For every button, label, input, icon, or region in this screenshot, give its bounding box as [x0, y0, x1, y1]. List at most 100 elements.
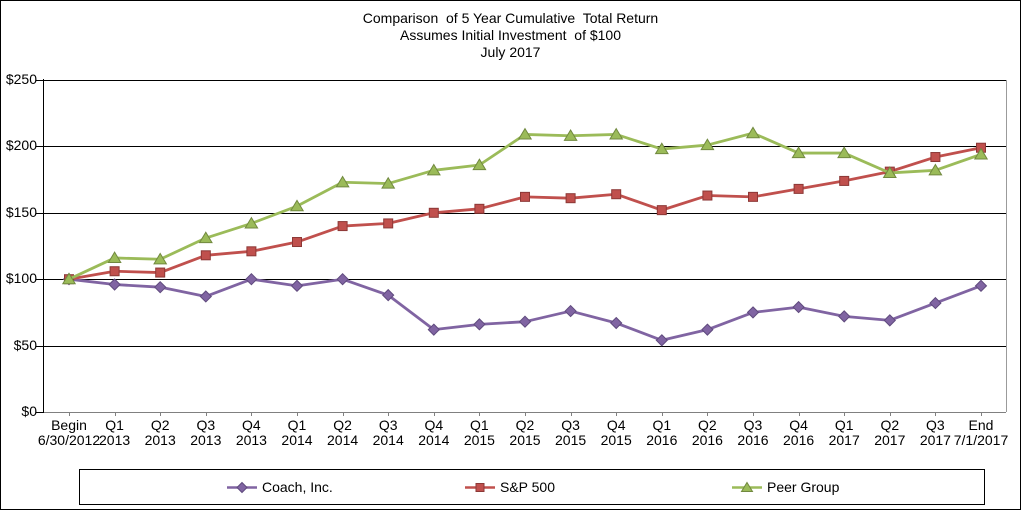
x-axis-label: Q2 2017 — [848, 418, 932, 448]
series-line-coach-inc — [67, 277, 983, 342]
x-axis-label: Q3 2017 — [893, 418, 977, 448]
x-axis-label-line: 2016 — [691, 432, 723, 448]
x-axis-label-line: 2015 — [509, 432, 541, 448]
x-axis-label: Q2 2016 — [665, 418, 749, 448]
data-point-peer-group — [426, 163, 441, 176]
data-point-s-p-500 — [428, 207, 439, 218]
x-axis-label: Q4 2015 — [574, 418, 658, 448]
data-point-s-p-500 — [565, 193, 576, 204]
data-point-peer-group — [472, 158, 487, 171]
data-point-s-p-500 — [839, 175, 850, 186]
data-point-coach-inc — [655, 334, 669, 347]
x-axis-label-line: 2013 — [235, 432, 267, 448]
data-point-peer-group — [153, 252, 168, 265]
data-point-peer-group — [791, 146, 806, 159]
x-axis-label-line: 2015 — [463, 432, 495, 448]
data-point-peer-group — [517, 127, 533, 140]
data-point-peer-group — [381, 176, 396, 189]
y-axis-label: $150 — [5, 203, 37, 220]
x-axis-label: Q3 2014 — [346, 418, 430, 448]
x-axis-label: Q4 2016 — [757, 418, 841, 448]
data-point-peer-group — [700, 138, 715, 151]
legend-label: S&P 500 — [500, 479, 556, 495]
data-point-s-p-500 — [793, 183, 804, 194]
x-axis-label-line: Q1 — [834, 417, 854, 433]
data-point-peer-group — [882, 166, 897, 179]
data-point-coach-inc — [837, 310, 851, 323]
x-axis-label-line: Q2 — [515, 417, 535, 433]
legend-label: Coach, Inc. — [262, 479, 333, 495]
x-axis-label: Q1 2015 — [437, 418, 521, 448]
data-point-coach-inc — [518, 315, 532, 328]
y-axis-label: $50 — [13, 336, 37, 353]
data-point-peer-group — [107, 251, 122, 264]
data-point-coach-inc — [792, 300, 805, 314]
x-axis-label: Q2 2013 — [118, 418, 202, 448]
legend: Coach, Inc. S&P 500 Peer Group — [79, 469, 985, 505]
x-axis-label-line: 2014 — [281, 432, 313, 448]
data-point-coach-inc — [245, 272, 258, 286]
x-axis-label-line: Q3 — [378, 417, 398, 433]
legend-marker-square-icon — [465, 482, 495, 492]
x-axis-label-line: 2016 — [783, 432, 815, 448]
data-point-peer-group — [289, 199, 305, 212]
x-axis-label-line: 2017 — [874, 432, 906, 448]
chart-subtitle: Assumes Initial Investment of $100 — [400, 27, 621, 43]
x-axis-label: Q4 2014 — [392, 418, 476, 448]
x-axis-label-line: Q3 — [561, 417, 580, 433]
data-point-peer-group — [654, 142, 669, 155]
x-axis-label: Q1 2014 — [255, 418, 339, 448]
x-axis-label-line: 2015 — [600, 432, 632, 448]
data-point-peer-group — [609, 127, 624, 140]
data-point-coach-inc — [564, 304, 577, 318]
x-axis-label-line: Q1 — [470, 417, 489, 433]
x-axis-label-line: 2015 — [555, 432, 587, 448]
data-point-coach-inc — [427, 323, 441, 336]
x-axis-label: Q2 2015 — [483, 418, 567, 448]
x-axis-label-line: Q2 — [333, 417, 352, 433]
x-axis-label: Q4 2013 — [209, 418, 293, 448]
x-axis-label-line: 2013 — [144, 432, 176, 448]
chart-title: Comparison of 5 Year Cumulative Total Re… — [362, 10, 659, 26]
data-point-s-p-500 — [383, 218, 394, 229]
x-axis-label: Q1 2013 — [73, 418, 157, 448]
x-axis-label-line: End — [968, 417, 994, 433]
data-point-s-p-500 — [930, 152, 941, 163]
x-axis-label-line: Q4 — [424, 417, 444, 433]
x-axis-label: Q3 2016 — [711, 418, 795, 448]
x-axis-label: Q1 2016 — [620, 418, 704, 448]
x-axis-label: End 7/1/2017 — [939, 417, 1020, 448]
y-axis-label: $200 — [5, 137, 37, 154]
data-point-s-p-500 — [520, 191, 530, 202]
y-axis-label: $100 — [5, 270, 37, 287]
data-point-coach-inc — [701, 323, 714, 336]
data-point-coach-inc — [746, 306, 760, 319]
x-axis-label-line: Q3 — [196, 417, 216, 433]
data-point-s-p-500 — [611, 189, 622, 200]
x-axis-label-line: 7/1/2017 — [953, 432, 1009, 448]
data-point-coach-inc — [883, 314, 897, 327]
data-point-coach-inc — [153, 280, 167, 294]
data-point-peer-group — [745, 126, 761, 139]
data-point-coach-inc — [609, 316, 623, 330]
x-axis-label-line: Q4 — [789, 417, 808, 433]
data-point-coach-inc — [974, 279, 988, 293]
x-axis-label-line: Q2 — [150, 417, 170, 433]
legend-marker-triangle-icon — [732, 481, 762, 492]
x-axis-label-line: 2013 — [99, 432, 131, 448]
data-point-s-p-500 — [109, 266, 120, 277]
x-axis-label-line: Q2 — [698, 417, 717, 433]
x-axis-label-line: Q3 — [743, 417, 763, 433]
data-point-peer-group — [928, 163, 943, 176]
legend-item-peer-group: Peer Group — [732, 479, 839, 495]
data-point-s-p-500 — [474, 203, 485, 214]
x-axis-label: Begin 6/30/2012 — [27, 418, 111, 448]
legend-label: Peer Group — [767, 479, 840, 495]
data-point-coach-inc — [290, 279, 304, 293]
data-point-peer-group — [198, 231, 213, 244]
x-axis-label-line: Q1 — [652, 417, 672, 433]
x-axis-label: Q2 2014 — [301, 418, 385, 448]
data-point-coach-inc — [473, 318, 486, 331]
